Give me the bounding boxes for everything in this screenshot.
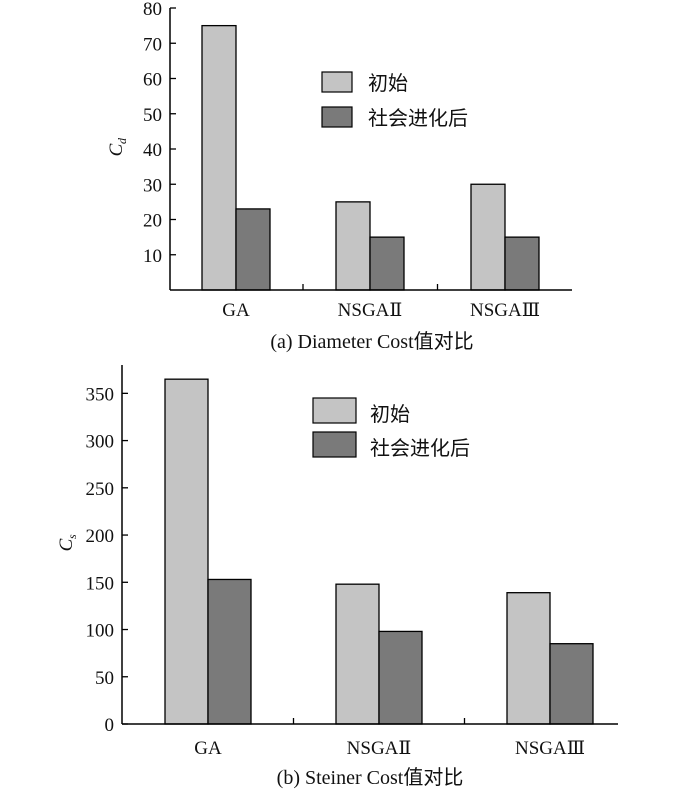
bar-a-2-series0 xyxy=(470,183,506,291)
legend-swatch-a-0 xyxy=(321,71,353,93)
y-tick-label-b-2: 100 xyxy=(86,621,115,642)
y-tick-label-b-5: 250 xyxy=(86,479,115,500)
y-tick-label-b-7: 350 xyxy=(86,384,115,405)
y-tick-label-a-1: 20 xyxy=(143,211,162,232)
x-tick-label-b-0: GA xyxy=(194,738,222,759)
y-axis-label-sub-a: d xyxy=(115,137,129,144)
caption-b: (b) Steiner Cost值对比 xyxy=(277,766,464,789)
y-tick-label-a-4: 50 xyxy=(143,105,162,126)
bar-b-1-series0 xyxy=(335,583,380,725)
legend-label-b-1: 社会进化后 xyxy=(370,437,470,460)
x-tick-label-a-0: GA xyxy=(222,300,250,321)
bar-a-0-series0 xyxy=(201,24,237,291)
y-tick-label-a-6: 70 xyxy=(143,34,162,55)
bar-a-1-series1 xyxy=(369,236,405,291)
bar-b-0-series1 xyxy=(207,578,252,725)
bar-a-1-series0 xyxy=(335,201,371,291)
y-tick-label-a-0: 10 xyxy=(143,246,162,267)
y-tick-label-a-5: 60 xyxy=(143,70,162,91)
y-tick-label-b-0: 0 xyxy=(105,715,115,736)
y-tick-label-a-2: 30 xyxy=(143,175,162,196)
y-tick-label-b-4: 200 xyxy=(86,526,115,547)
y-tick-label-b-3: 150 xyxy=(86,573,115,594)
legend-swatch-a-1 xyxy=(321,106,353,128)
x-tick-label-b-2: NSGAⅢ xyxy=(515,738,585,759)
legend-swatch-b-0 xyxy=(312,397,357,424)
legend-label-b-0: 初始 xyxy=(370,403,410,426)
bar-b-0-series0 xyxy=(164,378,209,725)
bar-a-0-series1 xyxy=(235,208,271,291)
legend-label-a-1: 社会进化后 xyxy=(368,107,468,130)
y-tick-label-a-3: 40 xyxy=(143,140,162,161)
legend-label-a-0: 初始 xyxy=(368,72,408,95)
x-tick-label-b-1: NSGAⅡ xyxy=(347,738,412,759)
bar-b-2-series0 xyxy=(506,592,551,725)
bar-b-2-series1 xyxy=(549,643,594,725)
y-axis-label-a: C xyxy=(106,143,127,156)
bar-a-2-series1 xyxy=(504,236,540,291)
y-axis-label-b: C xyxy=(56,538,77,551)
x-tick-label-a-2: NSGAⅢ xyxy=(470,300,540,321)
x-tick-label-a-1: NSGAⅡ xyxy=(338,300,403,321)
caption-a: (a) Diameter Cost值对比 xyxy=(270,330,473,353)
bar-b-1-series1 xyxy=(378,630,423,725)
y-tick-label-a-7: 80 xyxy=(143,0,162,20)
y-tick-label-b-6: 300 xyxy=(86,432,115,453)
chart-steiner-cost: GA NSGAⅡ NSGAⅢ 0 50 100 150 200 250 300 350 Cs 初始社会进… xyxy=(56,365,618,789)
legend-swatch-b-1 xyxy=(312,431,357,458)
y-tick-label-b-1: 50 xyxy=(95,668,114,689)
y-axis-label-sub-b: s xyxy=(65,534,79,539)
